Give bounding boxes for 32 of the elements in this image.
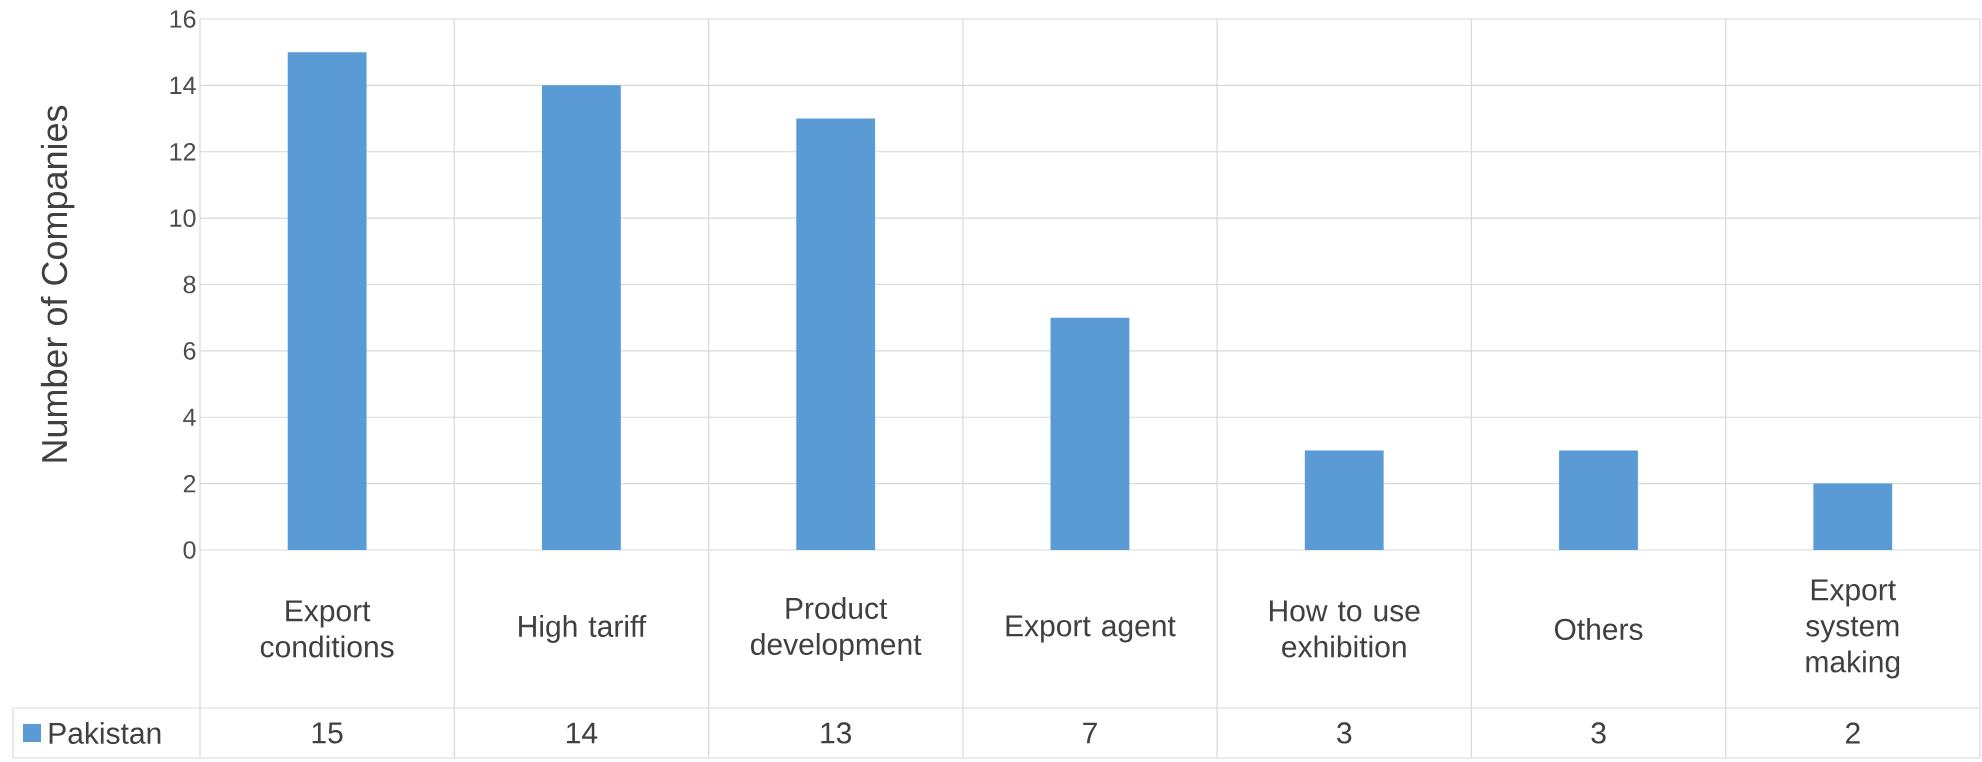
y-tick-label: 2 (183, 474, 196, 493)
data-label: 2 (1846, 722, 1860, 744)
y-tick-label: 4 (183, 408, 196, 426)
y-tick-label: 0 (183, 541, 196, 559)
bar (1813, 483, 1893, 550)
x-tick-label: Product development (751, 597, 922, 661)
data-label: 3 (1591, 722, 1606, 744)
bar (796, 118, 876, 550)
bar (1559, 450, 1638, 550)
data-label: 14 (567, 722, 598, 744)
y-tick-label: 14 (170, 76, 196, 94)
bar (287, 52, 367, 550)
y-tick-label: 6 (183, 342, 196, 360)
y-tick-label: 16 (170, 10, 196, 28)
x-tick-label: Export system making (1806, 579, 1900, 679)
bar (1304, 450, 1384, 550)
x-tick-label: Export agent (1006, 615, 1176, 643)
data-label: 3 (1337, 722, 1352, 744)
bar (542, 85, 621, 550)
legend-label: Pakistan (49, 721, 161, 745)
x-tick-label: High tariff (519, 615, 647, 643)
y-axis-title: Number of Companies (40, 105, 75, 462)
data-label: 13 (821, 722, 852, 744)
x-tick-label: Others (1554, 617, 1643, 641)
data-label: 15 (312, 722, 343, 744)
bar (1050, 317, 1130, 550)
x-tick-label: How to use exhibition (1269, 600, 1420, 658)
y-tick-label: 8 (183, 275, 196, 294)
y-tick-label: 12 (170, 143, 196, 161)
y-tick-label: 10 (170, 209, 196, 227)
data-label: 7 (1083, 722, 1097, 744)
x-tick-label: Export conditions (260, 600, 394, 658)
